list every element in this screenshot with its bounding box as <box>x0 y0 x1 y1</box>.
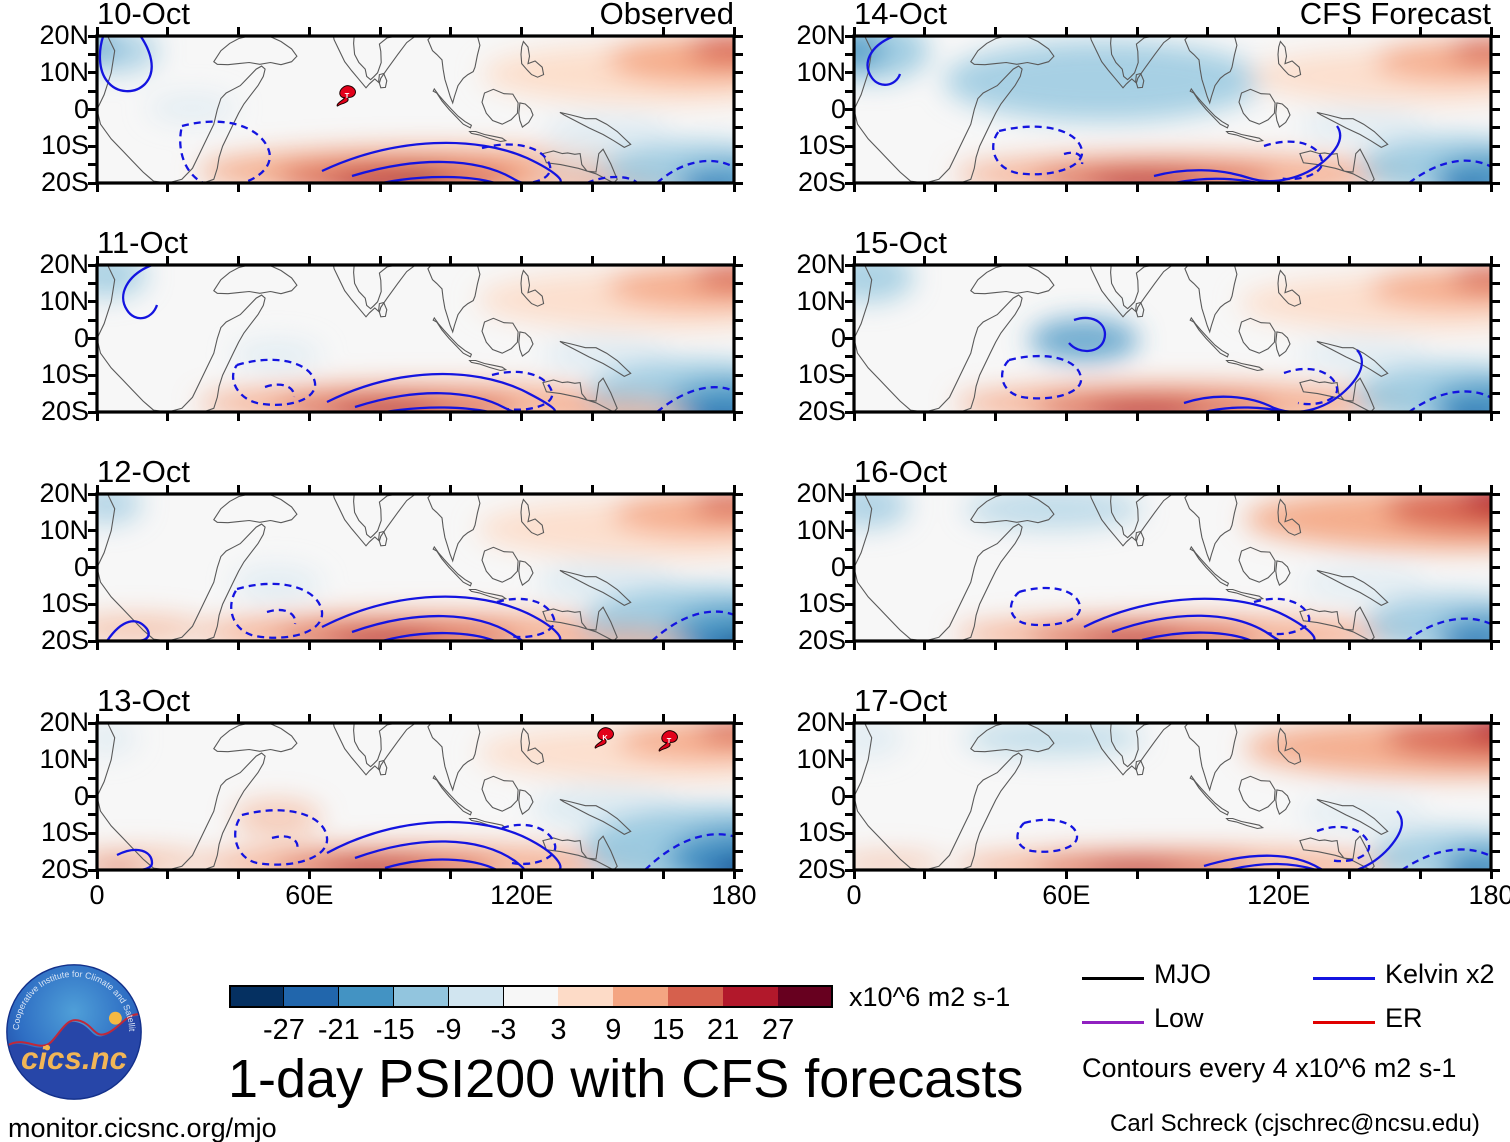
svg-text:T: T <box>345 91 350 100</box>
svg-text:K: K <box>602 733 608 742</box>
svg-text:T: T <box>667 736 672 745</box>
svg-text:cics.nc: cics.nc <box>21 1041 127 1076</box>
